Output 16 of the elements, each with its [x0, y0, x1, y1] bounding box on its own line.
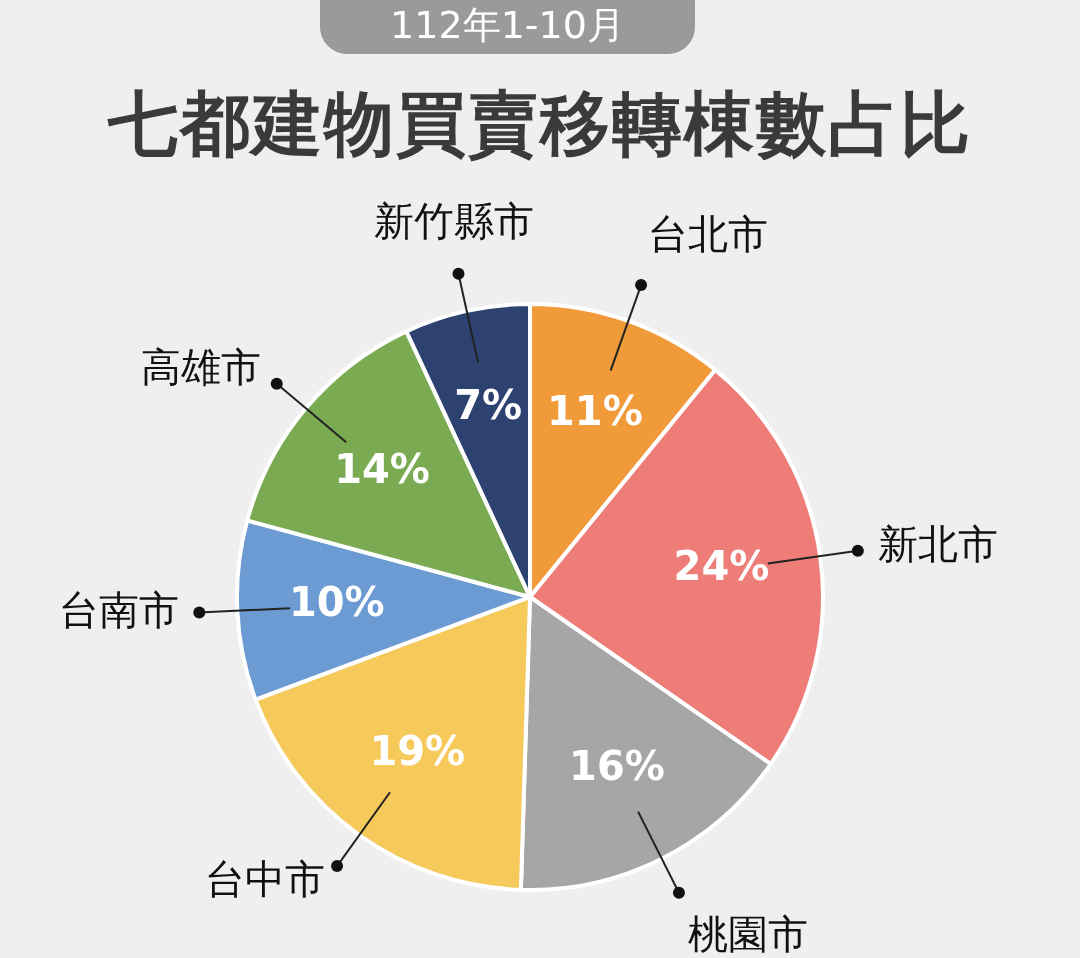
chart-title: 七都建物買賣移轉棟數占比	[106, 82, 973, 167]
slice-label: 新竹縣市	[374, 197, 535, 244]
data-label: 10%	[288, 579, 385, 626]
data-label: 19%	[369, 727, 466, 774]
slice-label: 桃園市	[688, 911, 809, 958]
data-label: 24%	[673, 543, 770, 590]
data-label: 14%	[334, 445, 430, 492]
data-label: 16%	[569, 743, 665, 790]
chart-subtitle: 112年1-10月	[320, 0, 695, 54]
data-label: 11%	[547, 388, 643, 435]
slice-label: 新北市	[878, 521, 999, 568]
slice-label: 台南市	[58, 586, 179, 633]
data-label: 7%	[454, 381, 523, 428]
slice-label: 台北市	[647, 210, 768, 257]
slice-label: 高雄市	[141, 343, 262, 390]
slice-label: 台中市	[205, 856, 326, 903]
